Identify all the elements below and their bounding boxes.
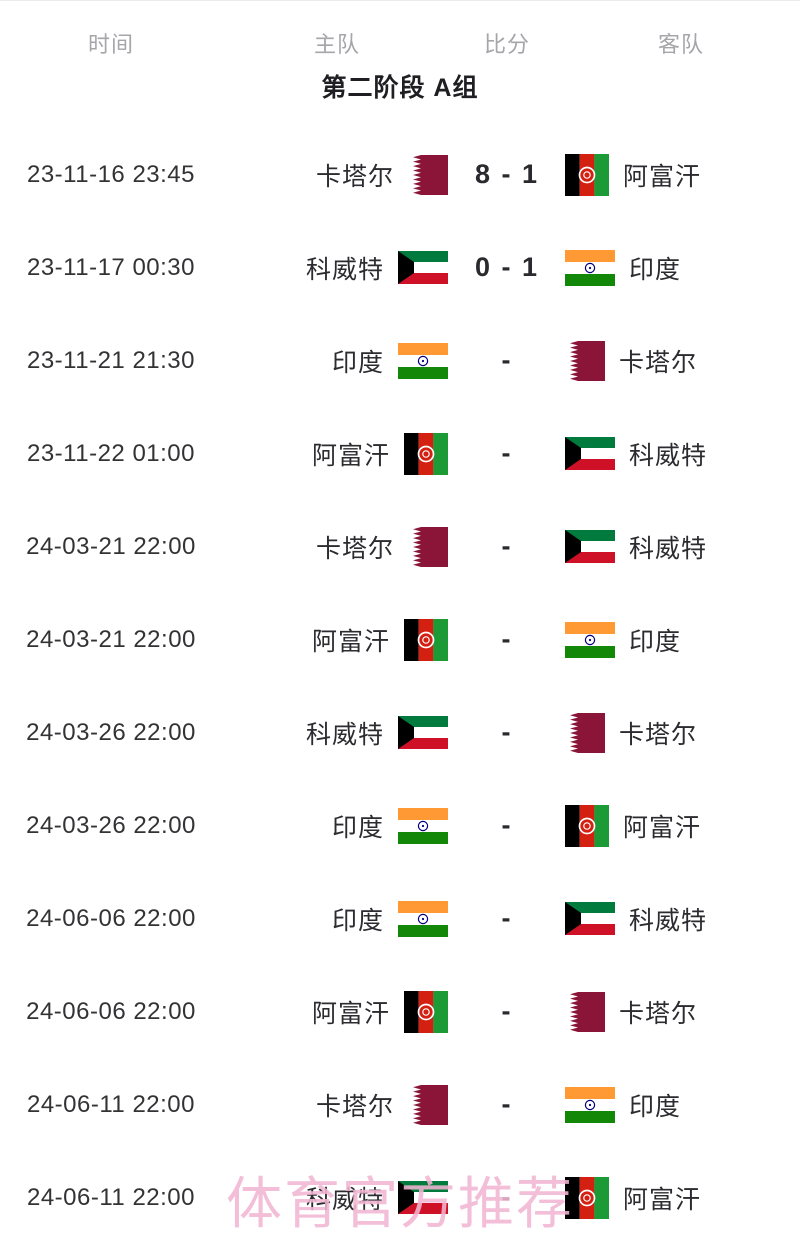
- home-team-name: 卡塔尔: [315, 162, 394, 191]
- header-score: 比分: [483, 32, 530, 57]
- away-team-name: 阿富汗: [623, 1185, 702, 1214]
- flag-india-icon: [398, 342, 448, 379]
- header-away-team: 客队: [657, 32, 704, 57]
- flag-afghanistan-icon: [565, 153, 609, 196]
- header-home-team: 主队: [313, 32, 360, 57]
- match-row[interactable]: 24-06-11 22:00 科威特 - 阿富汗: [0, 1151, 800, 1233]
- flag-india-icon: [398, 807, 448, 844]
- flag-kuwait-icon: [565, 437, 615, 470]
- home-team-name: 科威特: [305, 1185, 384, 1214]
- flag-kuwait-icon: [565, 902, 615, 935]
- flag-qatar-icon: [565, 712, 605, 753]
- flag-india-icon: [565, 1086, 615, 1123]
- home-team-name: 卡塔尔: [315, 534, 394, 563]
- flag-afghanistan-icon: [404, 432, 448, 475]
- flag-kuwait-icon: [565, 530, 615, 563]
- match-time: 24-06-11 22:00: [26, 1183, 195, 1211]
- match-time: 24-06-06 22:00: [26, 904, 196, 932]
- match-row[interactable]: 24-06-06 22:00 阿富汗 - 卡塔尔: [0, 965, 800, 1058]
- away-team-name: 科威特: [629, 906, 708, 935]
- match-score: -: [501, 345, 513, 375]
- away-team-name: 印度: [629, 1092, 682, 1121]
- home-team-name: 印度: [331, 906, 384, 935]
- away-team-name: 印度: [629, 255, 682, 284]
- match-time: 24-03-26 22:00: [26, 718, 196, 746]
- match-time: 24-03-26 22:00: [26, 811, 196, 839]
- match-row[interactable]: 24-03-21 22:00 卡塔尔 - 科威特: [0, 500, 800, 593]
- flag-india-icon: [565, 249, 615, 286]
- match-score: -: [501, 996, 513, 1026]
- stage-group-title: 第二阶段 A组: [321, 74, 479, 102]
- home-team-name: 印度: [331, 348, 384, 377]
- match-row[interactable]: 24-06-11 22:00 卡塔尔 - 印度: [0, 1058, 800, 1151]
- home-team-name: 印度: [331, 813, 384, 842]
- away-team-name: 阿富汗: [623, 162, 702, 191]
- match-score: -: [501, 810, 513, 840]
- home-team-name: 阿富汗: [311, 999, 390, 1028]
- match-row[interactable]: 23-11-16 23:45 卡塔尔 8 - 1 阿富汗: [0, 128, 800, 221]
- match-row[interactable]: 24-06-06 22:00 印度 - 科威特: [0, 872, 800, 965]
- flag-afghanistan-icon: [565, 804, 609, 847]
- match-time: 23-11-22 01:00: [26, 439, 195, 467]
- flag-india-icon: [565, 621, 615, 658]
- flag-qatar-icon: [565, 991, 605, 1032]
- match-list: 23-11-16 23:45 卡塔尔 8 - 1 阿富汗 23-11-17 00…: [0, 128, 800, 1233]
- match-row[interactable]: 23-11-21 21:30 印度 - 卡塔尔: [0, 314, 800, 407]
- match-row[interactable]: 24-03-21 22:00 阿富汗 - 印度: [0, 593, 800, 686]
- flag-qatar-icon: [408, 154, 448, 195]
- home-team-name: 科威特: [305, 255, 384, 284]
- header-time: 时间: [87, 32, 134, 57]
- home-team-name: 科威特: [305, 720, 384, 749]
- flag-afghanistan-icon: [404, 618, 448, 661]
- table-header: 时间 主队 比分 客队: [0, 13, 800, 73]
- away-team-name: 卡塔尔: [619, 999, 698, 1028]
- home-team-name: 阿富汗: [311, 627, 390, 656]
- match-time: 24-03-21 22:00: [26, 532, 196, 560]
- away-team-name: 印度: [629, 627, 682, 656]
- home-team-name: 卡塔尔: [315, 1092, 394, 1121]
- match-time: 24-06-11 22:00: [26, 1090, 195, 1118]
- match-time: 24-06-06 22:00: [26, 997, 196, 1025]
- flag-india-icon: [398, 900, 448, 937]
- match-score: 0 - 1: [474, 252, 540, 282]
- match-time: 24-03-21 22:00: [26, 625, 196, 653]
- match-time: 23-11-16 23:45: [26, 160, 195, 188]
- match-score: -: [501, 531, 513, 561]
- match-score: -: [501, 1182, 513, 1212]
- flag-kuwait-icon: [398, 1181, 448, 1214]
- flag-kuwait-icon: [398, 716, 448, 749]
- match-row[interactable]: 24-03-26 22:00 科威特 - 卡塔尔: [0, 686, 800, 779]
- match-row[interactable]: 23-11-17 00:30 科威特 0 - 1 印度: [0, 221, 800, 314]
- home-team-name: 阿富汗: [311, 441, 390, 470]
- flag-kuwait-icon: [398, 251, 448, 284]
- away-team-name: 科威特: [629, 534, 708, 563]
- away-team-name: 卡塔尔: [619, 720, 698, 749]
- match-score: -: [501, 1089, 513, 1119]
- match-score: -: [501, 903, 513, 933]
- match-row[interactable]: 23-11-22 01:00 阿富汗 - 科威特: [0, 407, 800, 500]
- flag-qatar-icon: [565, 340, 605, 381]
- flag-qatar-icon: [408, 526, 448, 567]
- match-score: -: [501, 624, 513, 654]
- flag-afghanistan-icon: [404, 990, 448, 1033]
- match-score: -: [501, 438, 513, 468]
- away-team-name: 卡塔尔: [619, 348, 698, 377]
- away-team-name: 科威特: [629, 441, 708, 470]
- match-time: 23-11-17 00:30: [26, 253, 195, 281]
- match-time: 23-11-21 21:30: [26, 346, 195, 374]
- match-score: -: [501, 717, 513, 747]
- flag-qatar-icon: [408, 1084, 448, 1125]
- match-row[interactable]: 24-03-26 22:00 印度 - 阿富汗: [0, 779, 800, 872]
- flag-afghanistan-icon: [565, 1176, 609, 1219]
- away-team-name: 阿富汗: [623, 813, 702, 842]
- match-score: 8 - 1: [474, 159, 540, 189]
